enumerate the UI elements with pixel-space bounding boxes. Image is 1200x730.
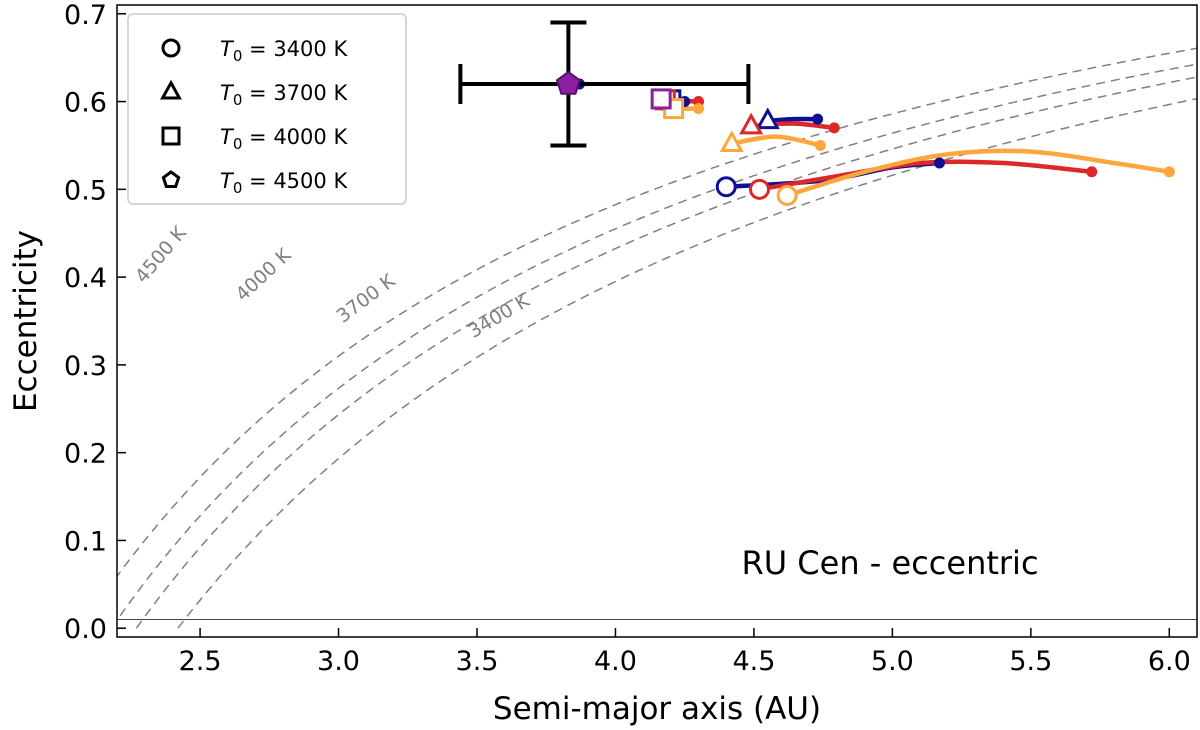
contour-line (135, 76, 1197, 629)
series-line (784, 148, 1172, 198)
legend-marker-square (161, 126, 181, 146)
end-point (933, 157, 945, 169)
end-point (812, 113, 824, 125)
start-marker (755, 107, 780, 130)
y-tick-label: 0.5 (64, 175, 107, 206)
y-tick-label: 0.3 (64, 351, 107, 382)
legend-marker-circle (161, 38, 181, 58)
annotation-label: RU Cen - eccentric (741, 544, 1038, 582)
contour-label: 3700 K (333, 269, 400, 327)
series-line (729, 134, 823, 148)
legend-marker-pentagon (161, 170, 181, 188)
x-axis-ticks: 2.5 3.0 3.5 4.0 4.5 5.0 5.5 6.0 (179, 628, 1191, 677)
start-marker (739, 112, 764, 135)
y-tick-label: 0.4 (64, 263, 107, 294)
contour-labels: 4500 K 4000 K 3700 K 3400 K (131, 222, 534, 343)
start-marker (650, 88, 672, 110)
start-marker (776, 184, 798, 206)
plot-frame (116, 4, 1198, 638)
x-tick-label: 3.5 (456, 646, 499, 677)
contour-label: 3400 K (465, 289, 534, 342)
y-tick-label: 0.1 (64, 526, 107, 557)
x-tick-label: 4.5 (732, 646, 775, 677)
end-point (1086, 166, 1098, 178)
end-point (693, 103, 705, 115)
end-point (1163, 166, 1175, 178)
y-tick-label: 0.0 (64, 614, 107, 645)
contour-line (117, 63, 1197, 622)
start-marker (715, 176, 737, 198)
legend-label: T0 = 3700 K (220, 81, 348, 109)
y-tick-label: 0.6 (64, 88, 107, 119)
x-tick-label: 5.5 (1009, 646, 1052, 677)
observation-point (458, 20, 751, 148)
series-line (757, 159, 1095, 192)
y-axis-ticks: 0.0 0.1 0.2 0.3 0.4 0.5 0.6 0.7 (64, 0, 126, 645)
legend-label: T0 = 4000 K (220, 125, 348, 153)
x-tick-label: 3.0 (317, 646, 360, 677)
x-tick-label: 6.0 (1148, 646, 1191, 677)
legend-label: T0 = 3400 K (220, 37, 348, 65)
contour-lines (117, 47, 1197, 629)
contour-label: 4000 K (231, 244, 295, 306)
start-marker (719, 130, 744, 152)
contour-label: 4500 K (131, 222, 191, 288)
end-point (828, 122, 840, 134)
y-tick-label: 0.2 (64, 439, 107, 470)
x-tick-label: 4.0 (594, 646, 637, 677)
x-axis-label: Semi-major axis (AU) (493, 691, 821, 727)
contour-line (117, 47, 1197, 578)
x-tick-label: 2.5 (179, 646, 222, 677)
y-tick-label: 0.7 (64, 0, 107, 31)
end-point (814, 139, 826, 151)
y-axis-label: Eccentricity (8, 230, 44, 412)
legend: T0 = 3400 K T0 = 3700 K T0 = 4000 K T0 = 45… (127, 13, 407, 205)
contour-line (177, 97, 1197, 629)
legend-marker-triangle (160, 79, 182, 100)
start-marker (748, 178, 770, 200)
x-tick-label: 5.0 (871, 646, 914, 677)
observation-marker (555, 70, 581, 95)
series-line (765, 116, 820, 124)
legend-box (127, 13, 407, 205)
legend-label: T0 = 4500 K (220, 169, 348, 197)
